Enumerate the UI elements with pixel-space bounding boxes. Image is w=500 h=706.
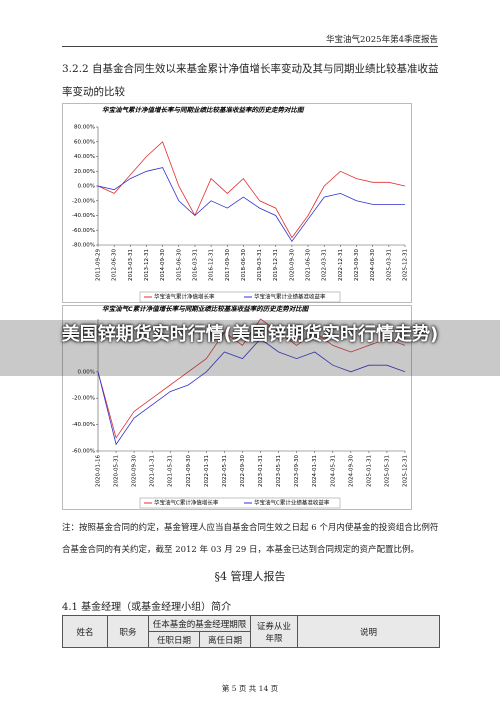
chart-title: 华宝油气C累计净值增长率与同期业绩比较基准收益率的历史走势对比图 xyxy=(102,305,310,313)
x-tick-label: 2024-06-30 xyxy=(370,249,376,281)
y-tick-label: -20.00% xyxy=(72,198,95,204)
table-header: 姓名 xyxy=(62,615,108,648)
overlay-title: 美国锌期货实时行情(美国锌期货实时行情走势) xyxy=(61,324,439,345)
overlay-band xyxy=(0,320,500,376)
x-tick-label: 2020-09-30 xyxy=(289,249,295,281)
y-tick-label: 80.00% xyxy=(74,125,95,131)
x-tick-label: 2022-09-30 xyxy=(240,455,246,487)
x-tick-label: 2023-09-30 xyxy=(354,249,360,281)
x-tick-label: 2023-05-31 xyxy=(276,455,282,487)
x-tick-label: 2020-01-16 xyxy=(96,455,102,487)
series-line xyxy=(97,167,405,243)
page-footer: 第 5 页 共 14 页 xyxy=(221,684,279,693)
x-tick-label: 2025-12-31 xyxy=(403,249,409,281)
series-line xyxy=(97,141,406,239)
x-tick-label: 2023-01-31 xyxy=(258,455,264,487)
legend-label: 华宝油气累计业绩基准收益率 xyxy=(254,293,326,301)
x-tick-label: 2025-01-31 xyxy=(366,455,372,487)
y-tick-label: 60.00% xyxy=(74,139,95,145)
x-tick-label: 2013-03-31 xyxy=(128,249,134,281)
x-tick-label: 2022-12-31 xyxy=(338,249,344,281)
chart-frame xyxy=(62,305,412,510)
y-tick-label: -20.00% xyxy=(72,396,95,402)
x-tick-label: 2017-09-30 xyxy=(225,249,231,281)
x-tick-label: 2022-05-31 xyxy=(222,455,228,487)
x-tick-label: 2018-06-30 xyxy=(241,249,247,281)
x-tick-label: 2021-09-30 xyxy=(186,455,192,487)
section-heading: §4 管理人报告 xyxy=(214,570,286,583)
legend-label: 华宝油气C累计净值增长率 xyxy=(154,499,219,507)
legend-label: 华宝油气C累计业绩基准收益率 xyxy=(254,499,330,507)
chart-frame xyxy=(62,103,412,303)
chart: 华宝油气累计净值增长率与同期业绩比较基准收益率的历史走势对比图 80.00% 60.… xyxy=(62,103,412,303)
x-tick-label: 2025-05-31 xyxy=(384,455,390,487)
legend-frame xyxy=(139,291,341,303)
y-tick-label: -40.00% xyxy=(72,422,95,428)
y-tick-label: 0.00% xyxy=(78,369,95,375)
x-tick-label: 2024-05-31 xyxy=(330,455,336,487)
x-tick-label: 2011-09-29 xyxy=(96,249,102,281)
manager-table: 姓名 职务 任本基金的基金经理期限 证券从业年限 说明 任职日期 离任日期 xyxy=(62,615,440,648)
x-tick-label: 2024-01-31 xyxy=(312,455,318,487)
x-tick-label: 2021-05-31 xyxy=(168,455,174,487)
subsection-heading: 4.1 基金经理（或基金经理小组）简介 xyxy=(62,602,232,613)
y-tick-label: 40.00% xyxy=(74,154,95,160)
x-tick-label: 2013-12-31 xyxy=(144,249,150,281)
x-tick-label: 2019-03-31 xyxy=(257,249,263,281)
x-tick-label: 2025-12-31 xyxy=(403,455,409,487)
x-tick-label: 2016-03-31 xyxy=(192,249,198,281)
y-tick-label: 20.00% xyxy=(74,169,95,175)
y-tick-label: 0.00% xyxy=(78,184,95,190)
y-tick-label: -40.00% xyxy=(72,213,95,219)
note: 注：按照基金合同的约定，基金管理人应当自基金合同生效之日起 6 个月内使基金的投… xyxy=(62,523,439,555)
x-tick-label: 2021-06-30 xyxy=(306,249,312,281)
x-tick-label: 2022-01-31 xyxy=(204,455,210,487)
table-header: 职务 xyxy=(107,615,149,648)
table-header: 任本基金的基金经理期限 xyxy=(148,615,251,632)
x-tick-label: 2016-12-31 xyxy=(209,249,215,281)
x-tick-label: 2021-01-31 xyxy=(150,455,156,487)
legend-frame xyxy=(139,497,341,509)
table-subheader: 离任日期 xyxy=(199,631,251,648)
page-header: 华宝油气2025年第4季度报告 xyxy=(325,35,438,45)
x-tick-label: 2015-06-30 xyxy=(176,249,182,281)
x-tick-label: 2023-09-30 xyxy=(294,455,300,487)
section-title: 3.2.2 自基金合同生效以来基金累计净值增长率变动及其与同期业绩比较基准收益率… xyxy=(62,63,439,98)
series-line xyxy=(97,338,406,446)
y-tick-label: -60.00% xyxy=(72,449,95,455)
x-tick-label: 2022-03-31 xyxy=(322,249,328,281)
x-tick-label: 2014-09-30 xyxy=(160,249,166,281)
x-tick-label: 2025-03-31 xyxy=(386,249,392,281)
x-tick-label: 2024-09-30 xyxy=(348,455,354,487)
table-header: 证券从业年限 xyxy=(250,615,298,648)
series-line xyxy=(97,318,406,439)
y-tick-label: -60.00% xyxy=(72,228,95,234)
x-tick-label: 2019-12-31 xyxy=(273,249,279,281)
y-tick-label: -80.00% xyxy=(72,243,95,249)
table-subheader: 任职日期 xyxy=(148,631,200,648)
x-tick-label: 2012-06-30 xyxy=(112,249,118,281)
chart: 华宝油气C累计净值增长率与同期业绩比较基准收益率的历史走势对比图 0.00% -20… xyxy=(62,305,412,510)
legend-label: 华宝油气累计净值增长率 xyxy=(154,293,215,301)
x-tick-label: 2020-05-31 xyxy=(114,455,120,487)
chart-title: 华宝油气累计净值增长率与同期业绩比较基准收益率的历史走势对比图 xyxy=(102,106,305,114)
table-header: 说明 xyxy=(297,615,440,648)
header-rule xyxy=(62,46,438,47)
x-tick-label: 2020-09-30 xyxy=(132,455,138,487)
